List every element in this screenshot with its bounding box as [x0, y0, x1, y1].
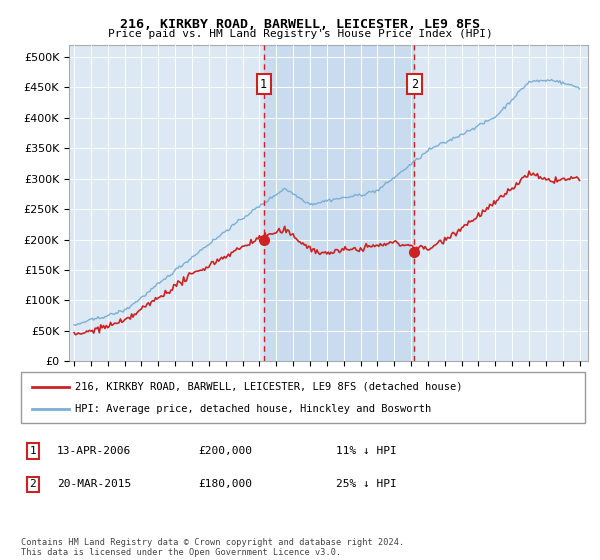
- Text: 20-MAR-2015: 20-MAR-2015: [57, 479, 131, 489]
- Text: 13-APR-2006: 13-APR-2006: [57, 446, 131, 456]
- Text: 25% ↓ HPI: 25% ↓ HPI: [336, 479, 397, 489]
- Text: 1: 1: [29, 446, 37, 456]
- Text: Price paid vs. HM Land Registry's House Price Index (HPI): Price paid vs. HM Land Registry's House …: [107, 29, 493, 39]
- Text: Contains HM Land Registry data © Crown copyright and database right 2024.
This d: Contains HM Land Registry data © Crown c…: [21, 538, 404, 557]
- Text: 2: 2: [411, 78, 418, 91]
- Text: 216, KIRKBY ROAD, BARWELL, LEICESTER, LE9 8FS (detached house): 216, KIRKBY ROAD, BARWELL, LEICESTER, LE…: [74, 381, 462, 391]
- Text: 2: 2: [29, 479, 37, 489]
- FancyBboxPatch shape: [21, 372, 585, 423]
- Text: £200,000: £200,000: [198, 446, 252, 456]
- Text: 216, KIRKBY ROAD, BARWELL, LEICESTER, LE9 8FS: 216, KIRKBY ROAD, BARWELL, LEICESTER, LE…: [120, 18, 480, 31]
- Text: 11% ↓ HPI: 11% ↓ HPI: [336, 446, 397, 456]
- Text: HPI: Average price, detached house, Hinckley and Bosworth: HPI: Average price, detached house, Hinc…: [74, 404, 431, 414]
- Text: 1: 1: [260, 78, 267, 91]
- Text: £180,000: £180,000: [198, 479, 252, 489]
- Bar: [263, 45, 415, 361]
